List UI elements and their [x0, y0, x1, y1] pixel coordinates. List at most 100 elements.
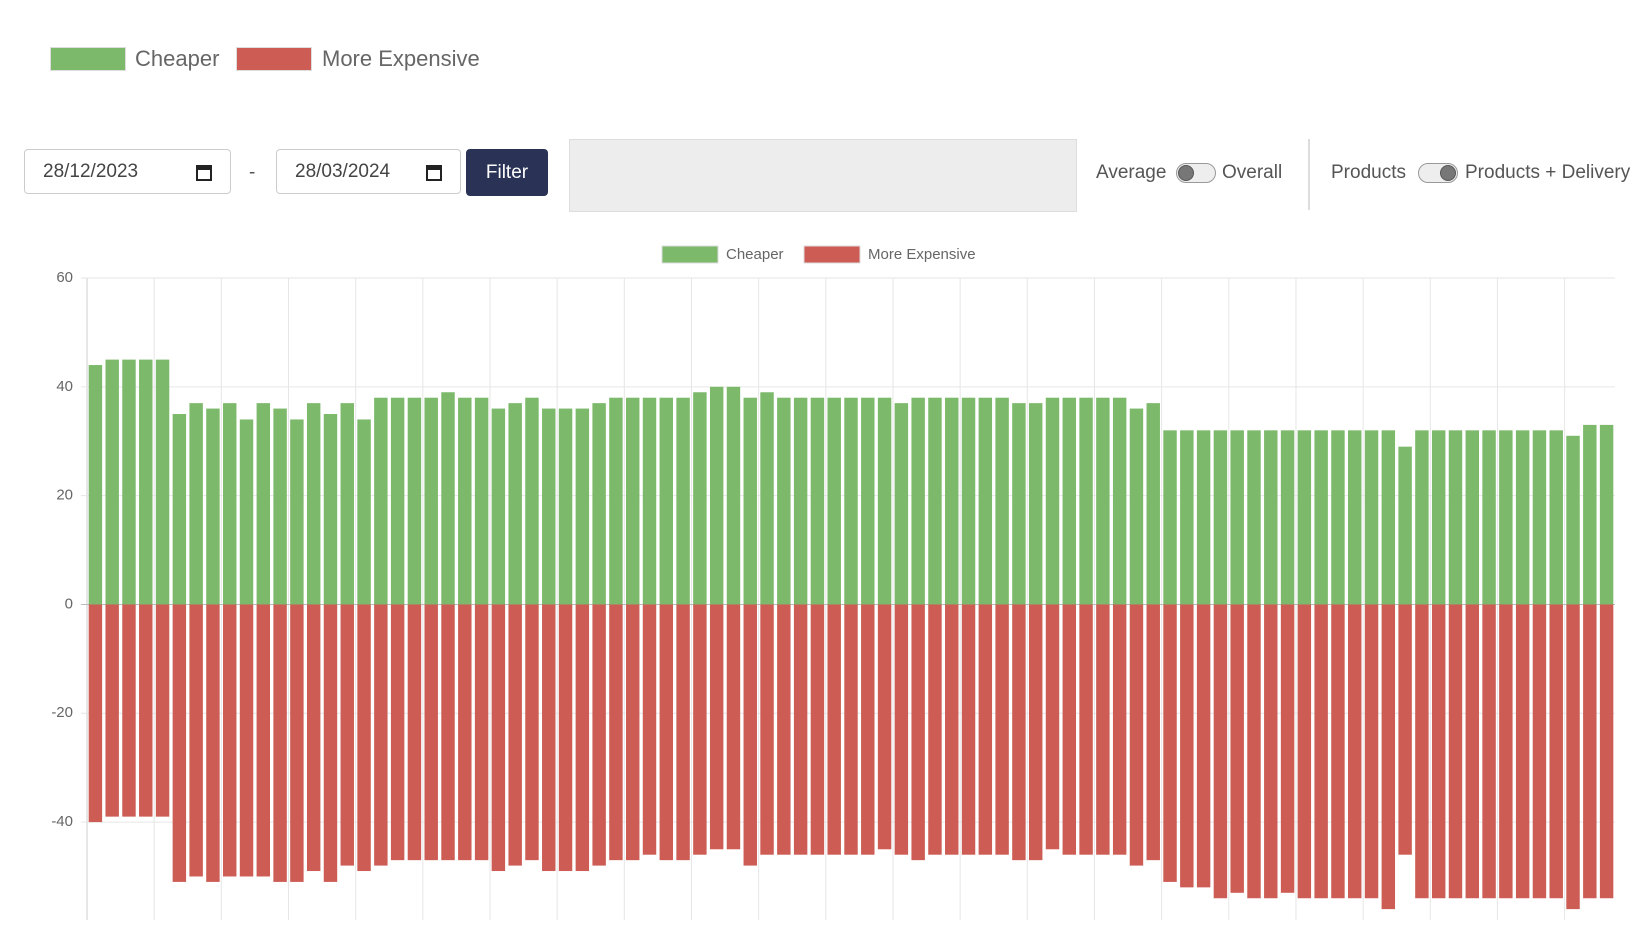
bar	[474, 604, 489, 861]
bar	[1599, 604, 1614, 899]
bar	[1297, 604, 1312, 899]
toggle[interactable]	[1418, 163, 1458, 183]
bar	[1381, 604, 1396, 910]
bar	[1583, 424, 1597, 605]
bar	[491, 408, 506, 605]
bar	[1180, 430, 1194, 605]
legend-swatch	[803, 245, 861, 264]
start-date[interactable]: 28/12/2023	[24, 149, 231, 194]
y-tick-label: -40	[51, 813, 73, 830]
bar	[1264, 604, 1278, 899]
bar	[1348, 430, 1362, 605]
bar	[1028, 403, 1043, 605]
bar	[877, 397, 892, 605]
bar	[1163, 604, 1177, 882]
bar	[441, 604, 455, 861]
bar	[1129, 604, 1144, 866]
bar	[1062, 397, 1077, 605]
bar	[105, 359, 119, 605]
bar	[961, 604, 976, 855]
bar	[1465, 604, 1479, 899]
bar	[491, 604, 506, 872]
bar	[357, 419, 371, 605]
calendar-icon	[196, 165, 212, 181]
bar	[743, 604, 757, 866]
bar	[189, 604, 203, 877]
bar	[693, 392, 707, 605]
bar	[189, 403, 203, 605]
bar	[1012, 403, 1026, 605]
bar	[642, 604, 657, 855]
bar	[978, 397, 993, 605]
bar	[1398, 446, 1412, 605]
toggle[interactable]	[1176, 163, 1216, 183]
bar	[1532, 430, 1547, 605]
bar	[659, 604, 674, 861]
bar	[1045, 397, 1060, 605]
bar	[223, 604, 237, 877]
bar	[172, 604, 187, 882]
bar	[1566, 435, 1580, 605]
y-tick-label: 60	[56, 269, 73, 286]
legend-label: Cheaper	[726, 246, 784, 263]
bar	[1364, 430, 1379, 605]
bar	[995, 604, 1009, 855]
date-separator: -	[249, 162, 256, 183]
divider	[1308, 139, 1310, 210]
date-text: 28/03/2024	[295, 161, 391, 182]
bar	[760, 392, 774, 605]
bar	[995, 397, 1009, 605]
bar	[1549, 430, 1563, 605]
bar	[861, 397, 875, 605]
bar	[609, 397, 623, 605]
bar	[290, 419, 304, 605]
bar	[458, 397, 472, 605]
search-box[interactable]	[569, 139, 1077, 212]
y-tick-label: 0	[65, 595, 73, 612]
date-text: 28/12/2023	[43, 161, 139, 182]
bar	[659, 397, 674, 605]
calendar-icon	[426, 165, 442, 181]
bar	[1230, 604, 1244, 893]
bar	[726, 386, 741, 605]
legend-label: More Expensive	[322, 46, 480, 71]
bar	[1398, 604, 1412, 855]
bar	[1028, 604, 1043, 861]
bar	[407, 397, 422, 605]
bar	[911, 397, 925, 605]
bar	[1515, 430, 1530, 605]
bar	[760, 604, 774, 855]
bar	[625, 397, 640, 605]
filter-button[interactable]: Filter	[466, 149, 548, 196]
bar	[508, 604, 522, 866]
bar	[508, 403, 522, 605]
bar	[424, 604, 438, 861]
bar	[827, 604, 841, 855]
bar	[777, 604, 791, 855]
bar	[945, 397, 959, 605]
bar	[374, 604, 388, 866]
bar	[1280, 430, 1295, 605]
bar	[1230, 430, 1244, 605]
bar	[1314, 604, 1328, 899]
bar	[1532, 604, 1547, 899]
y-tick-label: -20	[51, 704, 73, 721]
bar	[1280, 604, 1295, 893]
bar	[978, 604, 993, 855]
bar	[961, 397, 976, 605]
bar	[625, 604, 640, 861]
bar	[1079, 397, 1093, 605]
bar	[441, 392, 455, 605]
bar	[172, 414, 187, 605]
end-date[interactable]: 28/03/2024	[276, 149, 461, 194]
bar	[1196, 604, 1211, 888]
bar	[1415, 604, 1429, 899]
bar	[206, 408, 220, 605]
bar	[1264, 430, 1278, 605]
bar	[726, 604, 741, 850]
bar	[1381, 430, 1396, 605]
bar	[1163, 430, 1177, 605]
bar	[1062, 604, 1077, 855]
bar	[323, 414, 338, 605]
